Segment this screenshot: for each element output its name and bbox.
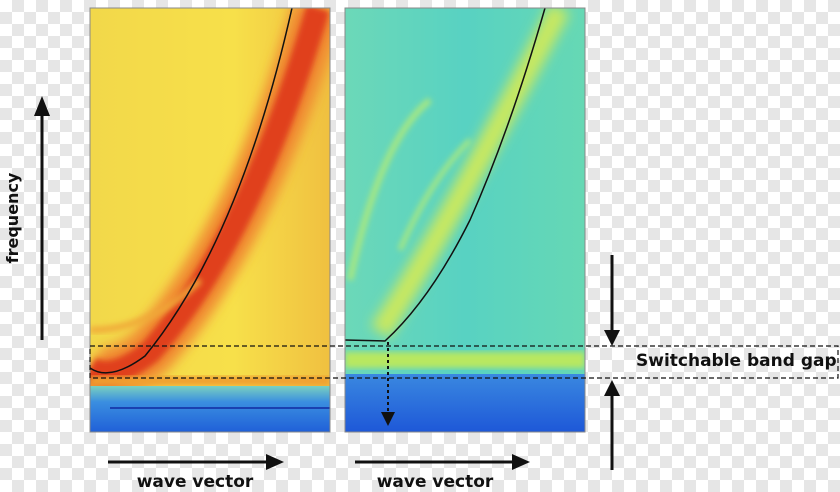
left-heatmap (90, 8, 330, 432)
x-axis-label: wave vector (137, 472, 254, 492)
y-axis-label: frequency (3, 172, 22, 263)
band-gap-label: Switchable band gap (636, 351, 837, 371)
right-heatmap (345, 8, 585, 432)
x-axis-label: wave vector (377, 472, 494, 492)
